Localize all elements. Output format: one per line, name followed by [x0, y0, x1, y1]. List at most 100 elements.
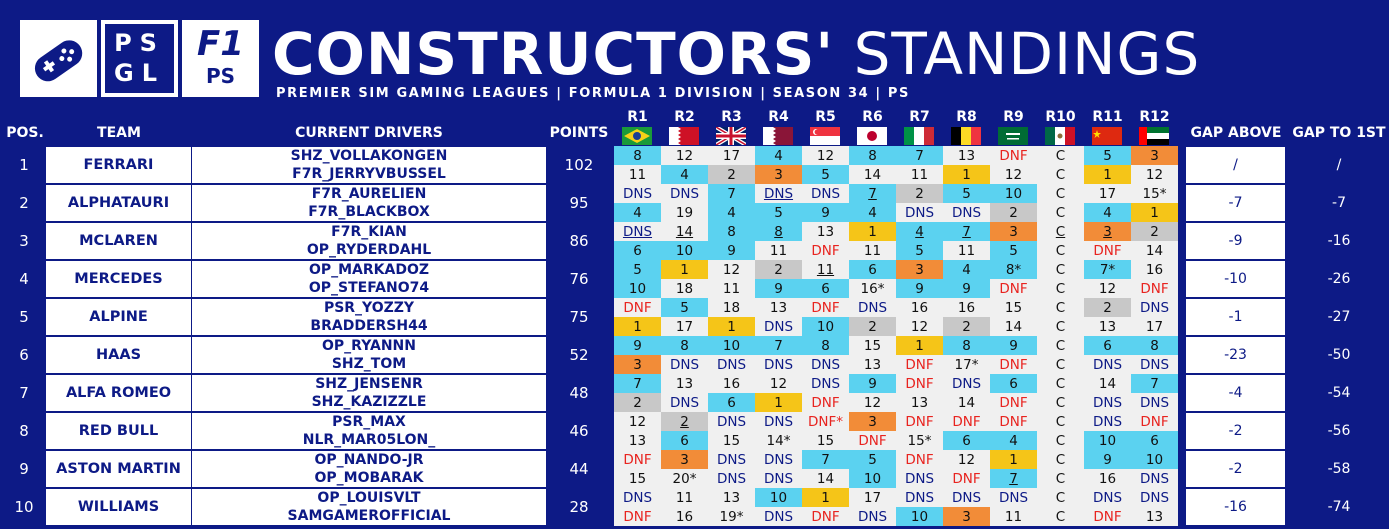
f1ps-logo: F1 PS	[182, 20, 259, 97]
race-result-cell: C	[1037, 507, 1084, 526]
race-result-cell: C	[1037, 279, 1084, 298]
race-result-cell: 1	[661, 260, 708, 279]
points-cell: 76	[569, 270, 589, 288]
position-cell: 8	[19, 422, 29, 440]
race-result-cell: C	[1037, 146, 1084, 165]
race-result-cell: 13	[802, 222, 849, 241]
race-result-cell: DNS	[990, 488, 1037, 507]
race-result-cell: 10	[1131, 450, 1178, 469]
race-result-cell: DNS	[755, 317, 802, 336]
round-label: R6	[862, 109, 883, 125]
team-row: 3 MCLAREN F7R_KIAN OP_RYDERDAHL 86 DNS 14 8 8 13 1…	[0, 222, 1389, 260]
race-result-cell: 6	[1131, 431, 1178, 450]
race-result-cell: 5	[943, 184, 990, 203]
gap-above-cell: -16	[1186, 489, 1285, 525]
race-result-cell: DNF	[802, 241, 849, 260]
saudi-arabia-flag-icon	[998, 127, 1028, 145]
race-result-cell: 5	[849, 450, 896, 469]
race-result-cell: DNF	[614, 507, 661, 526]
race-result-cell: 2	[849, 317, 896, 336]
race-result-cell: 7	[849, 184, 896, 203]
driver-name: SAMGAMEROFFICIAL	[287, 508, 451, 524]
race-result-cell: 8	[708, 222, 755, 241]
race-result-cell: C	[1037, 355, 1084, 374]
position-cell: 9	[19, 460, 29, 478]
race-result-cell: DNS	[755, 507, 802, 526]
race-result-cell: DNS	[755, 450, 802, 469]
uae-flag-icon	[1139, 127, 1169, 145]
gap-above-cell: -23	[1186, 337, 1285, 373]
race-result-cell: 6	[661, 431, 708, 450]
team-row: 10 WILLIAMS OP_LOUISVLT SAMGAMEROFFICIAL 28 D…	[0, 488, 1389, 526]
race-result-cell: 4	[661, 165, 708, 184]
race-result-cell: 13	[1084, 317, 1131, 336]
race-result-cell: 3	[990, 222, 1037, 241]
gamepad-icon	[34, 40, 83, 82]
race-result-cell: DNF	[849, 431, 896, 450]
points-cell: 52	[569, 346, 589, 364]
race-result-cell: 2	[896, 184, 943, 203]
race-result-cell: 5	[802, 165, 849, 184]
race-result-cell: 8	[755, 222, 802, 241]
race-result-cell: DNS	[943, 203, 990, 222]
race-result-cell: 1	[849, 222, 896, 241]
race-result-cell: DNS	[1131, 355, 1178, 374]
race-result-cell: 7*	[1084, 260, 1131, 279]
race-result-cell: 3	[943, 507, 990, 526]
qatar-flag-icon	[763, 127, 793, 145]
race-result-cell: DNS	[661, 393, 708, 412]
singapore-flag-icon	[810, 127, 840, 145]
race-result-cell: 12	[849, 393, 896, 412]
race-result-cell: 12	[990, 165, 1037, 184]
race-result-cell: 19*	[708, 507, 755, 526]
race-result-cell: 7	[708, 184, 755, 203]
race-result-cell: 3	[614, 355, 661, 374]
driver-name: F7R_AURELIEN	[311, 186, 427, 202]
race-result-cell: DNF	[990, 279, 1037, 298]
gap-above-cell: -2	[1186, 451, 1285, 487]
race-result-cell: 11	[802, 260, 849, 279]
race-result-cell: C	[1037, 203, 1084, 222]
race-result-cell: 11	[614, 165, 661, 184]
race-result-cell: 9	[1084, 450, 1131, 469]
race-result-cell: 11	[849, 241, 896, 260]
race-result-cell: 16	[943, 298, 990, 317]
race-result-cell: 10	[896, 507, 943, 526]
race-result-cell: DNS	[1131, 298, 1178, 317]
driver-name: OP_RYDERDAHL	[306, 242, 432, 258]
race-result-cell: 16	[896, 298, 943, 317]
gap-to-first-cell: -50	[1327, 347, 1351, 363]
race-result-cell: 8	[1131, 336, 1178, 355]
page-title: CONSTRUCTORS' STANDINGS	[272, 20, 1200, 88]
drivers-cell: PSR_YOZZY BRADDERSH44	[192, 299, 546, 335]
team-row: 9 ASTON MARTIN OP_NANDO-JR OP_MOBARAK 44 DNF 3…	[0, 450, 1389, 488]
driver-name: OP_MARKADOZ	[308, 262, 430, 278]
psgl-logo: PS GL	[101, 20, 178, 97]
race-result-cell: 1	[802, 488, 849, 507]
race-result-cell: 16	[1084, 469, 1131, 488]
race-result-cell: 9	[943, 279, 990, 298]
position-cell: 2	[19, 194, 29, 212]
race-result-cell: DNF	[614, 298, 661, 317]
race-result-cell: DNS	[614, 222, 661, 241]
ps-logo-text: PS	[205, 64, 236, 88]
race-result-cell: 7	[1131, 374, 1178, 393]
race-result-cell: 3	[1084, 222, 1131, 241]
header-team: TEAM	[97, 125, 141, 141]
driver-name: OP_LOUISVLT	[317, 490, 421, 506]
driver-name: SHZ_KAZIZZLE	[311, 394, 427, 410]
title-light: STANDINGS	[853, 20, 1201, 88]
race-result-cell: 6	[614, 241, 661, 260]
race-result-cell: C	[1037, 165, 1084, 184]
position-cell: 7	[19, 384, 29, 402]
race-result-cell: DNF	[1131, 412, 1178, 431]
race-result-cell: 10	[990, 184, 1037, 203]
race-result-cell: 4	[896, 222, 943, 241]
race-result-cell: 7	[614, 374, 661, 393]
race-result-cell: 15	[849, 336, 896, 355]
race-result-cell: DNS	[802, 184, 849, 203]
race-result-cell: DNS	[896, 203, 943, 222]
race-result-cell: 1	[896, 336, 943, 355]
race-result-cell: 5	[755, 203, 802, 222]
race-result-cell: 14	[1084, 374, 1131, 393]
